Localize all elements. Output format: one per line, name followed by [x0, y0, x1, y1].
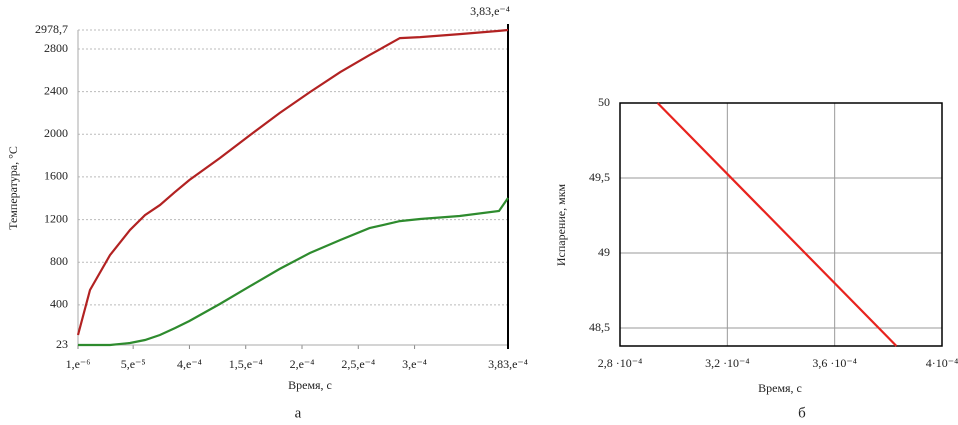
y-tick-label: 2978,7 [35, 22, 68, 36]
x-axis-label: Время, с [288, 378, 332, 392]
y-tick-label: 49 [598, 245, 610, 259]
y-tick-label: 23 [56, 337, 68, 351]
y-tick-label: 49,5 [589, 170, 610, 184]
x-tick-label: 2,5,e⁻⁴ [341, 357, 375, 371]
data-line [656, 102, 898, 347]
plot-frame [619, 102, 943, 347]
x-tick-label: 2,e⁻⁴ [290, 357, 315, 371]
x-tick-label: 1,5,e⁻⁴ [229, 357, 263, 371]
caption: а [295, 405, 302, 421]
x-tick-label: 3,2 ·10⁻⁴ [705, 356, 750, 370]
y-tick-label: 400 [50, 297, 68, 311]
annotation: 3,83,e⁻⁴ [470, 4, 510, 18]
x-tick-label: 4,e⁻⁴ [177, 357, 202, 371]
y-tick-label: 1600 [44, 169, 68, 183]
x-tick-label: 2,8 ·10⁻⁴ [598, 356, 643, 370]
x-tick-label: 1,e⁻⁶ [66, 357, 91, 371]
data-line [76, 28, 509, 336]
y-tick-label: 800 [50, 254, 68, 268]
y-axis-label: Испарение, мкм [554, 183, 568, 266]
x-tick-label: 5,e⁻⁵ [121, 357, 146, 371]
x-axis-label: Время, с [758, 381, 802, 395]
y-tick-label: 50 [598, 95, 610, 109]
y-tick-label: 2400 [44, 83, 68, 97]
x-tick-label: 4·10⁻⁴ [926, 356, 958, 370]
x-tick-label: 3,e⁻⁴ [402, 357, 427, 371]
y-tick-label: 48,5 [589, 320, 610, 334]
y-tick-label: 1200 [44, 211, 68, 225]
x-tick-label: 3,83,e⁻⁴ [488, 357, 528, 371]
y-axis-label: Температура, °С [6, 146, 20, 230]
x-tick-label: 3,6 ·10⁻⁴ [812, 356, 857, 370]
y-tick-label: 2800 [44, 41, 68, 55]
caption: б [798, 405, 806, 421]
data-line [78, 197, 509, 347]
y-tick-label: 2000 [44, 126, 68, 140]
